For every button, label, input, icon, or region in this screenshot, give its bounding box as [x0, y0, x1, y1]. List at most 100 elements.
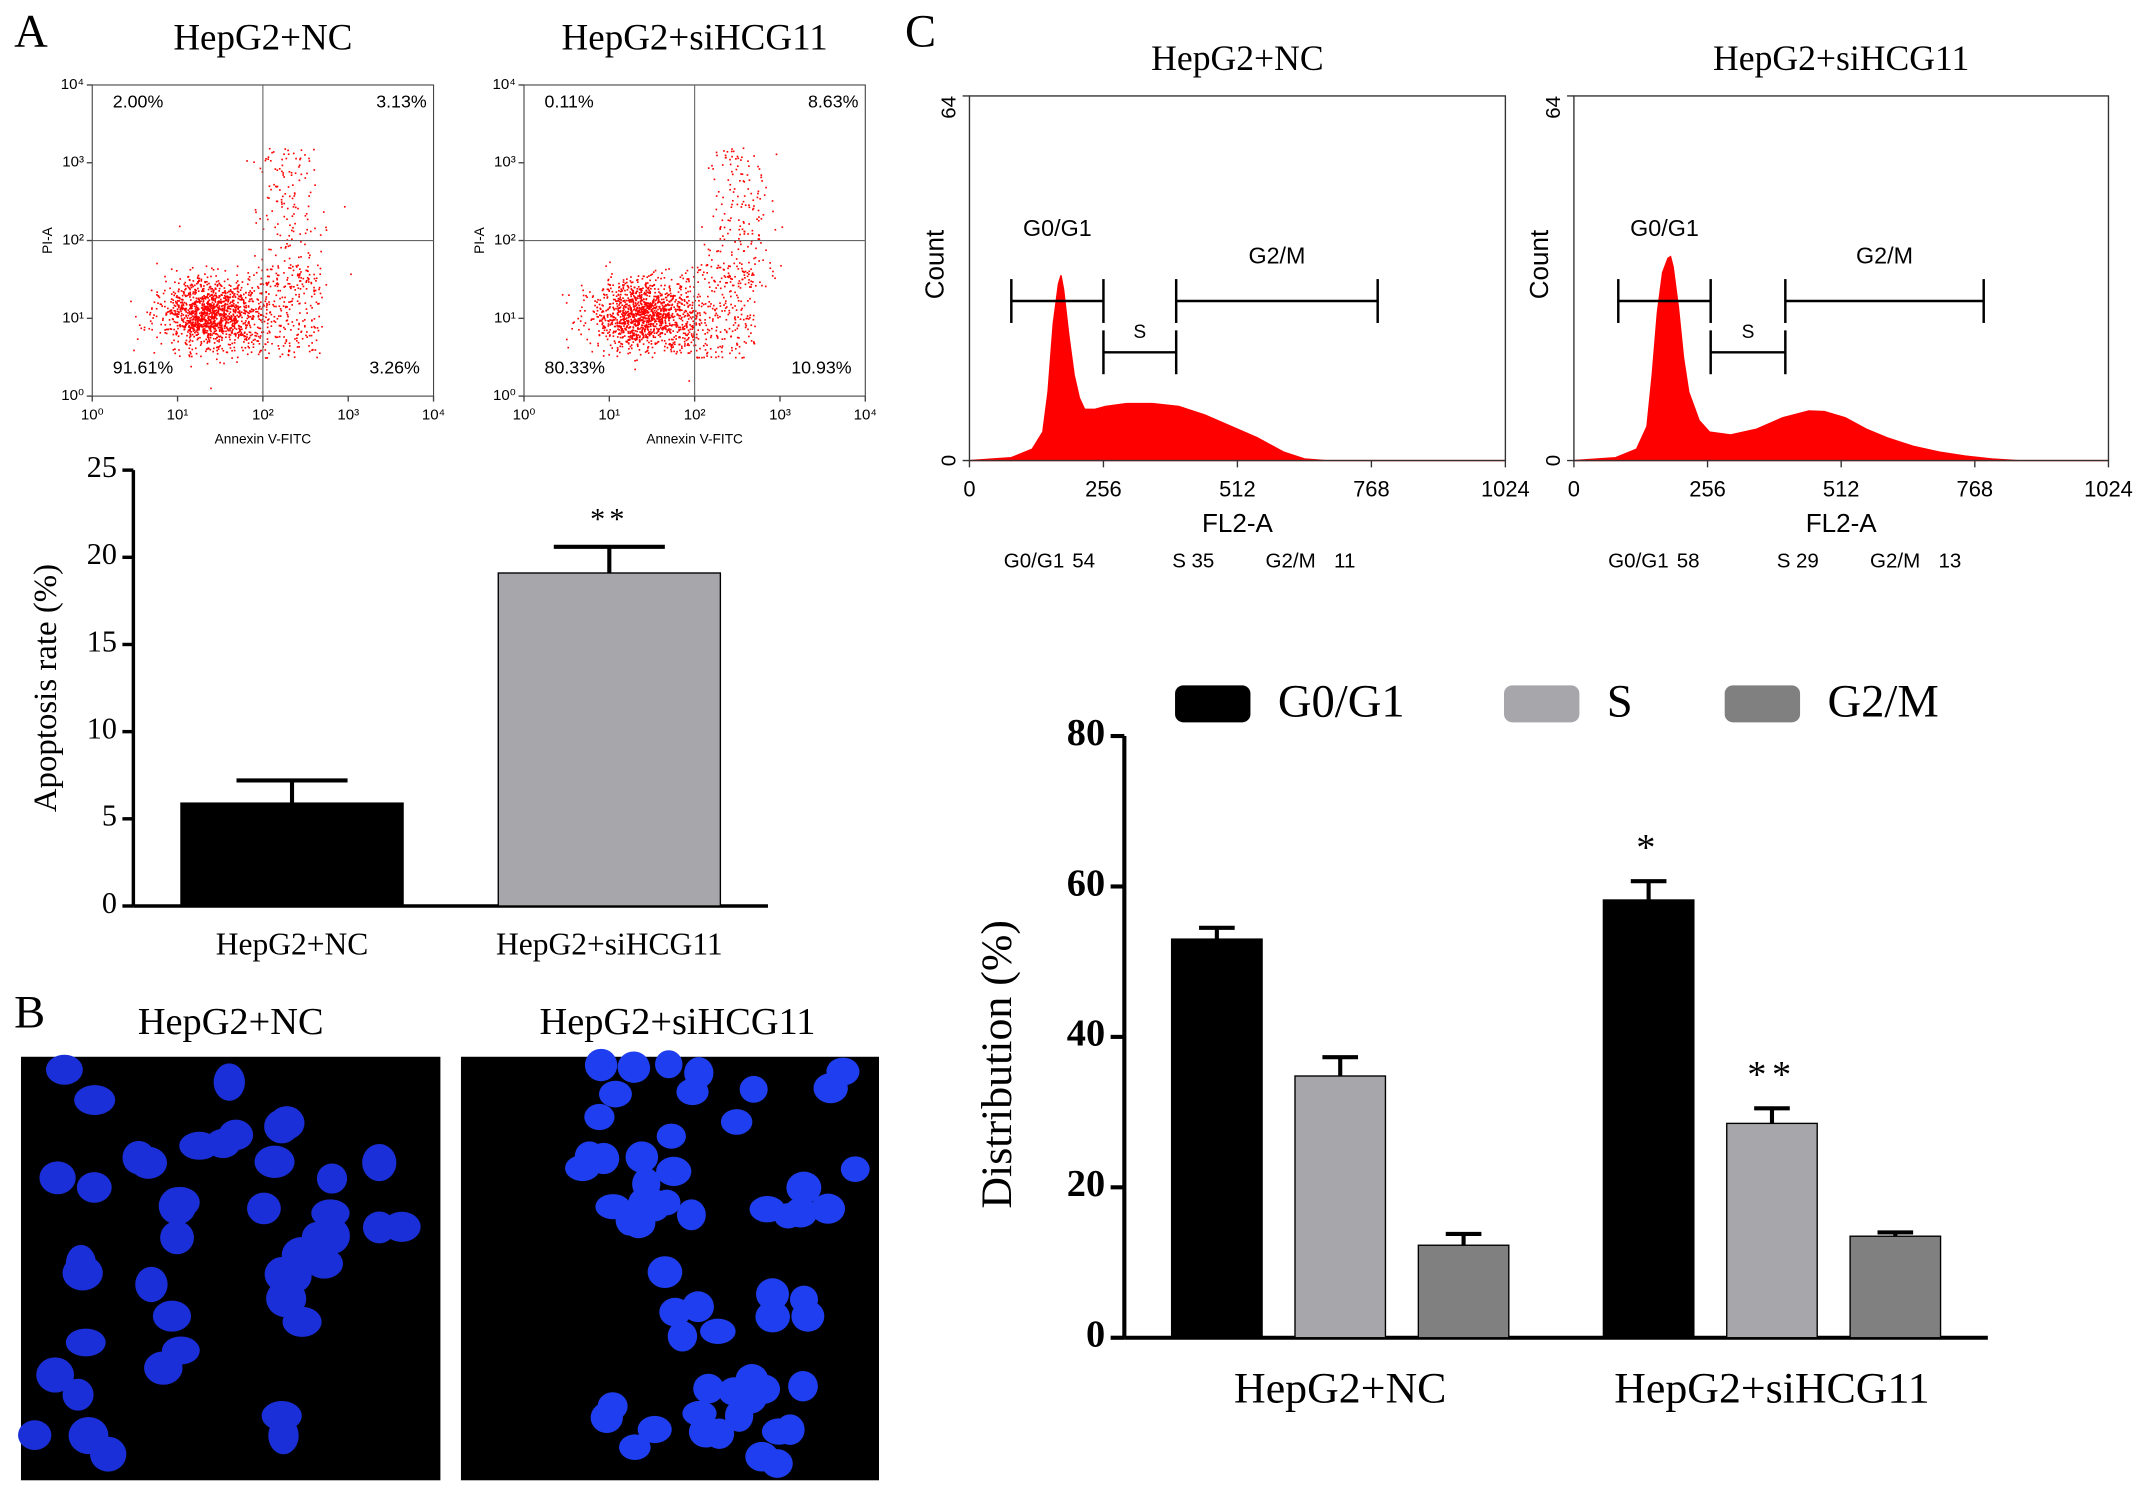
event-dot	[230, 290, 232, 292]
event-dot	[206, 330, 209, 332]
event-dot	[676, 283, 679, 285]
event-dot	[730, 206, 733, 209]
event-dot	[670, 343, 673, 346]
event-dot	[588, 328, 590, 331]
event-dot	[207, 347, 210, 349]
event-dot	[195, 323, 198, 325]
event-dot	[313, 277, 316, 280]
event-dot	[315, 301, 318, 304]
event-dot	[285, 320, 288, 322]
event-dot	[686, 322, 688, 325]
event-dot	[637, 311, 639, 313]
event-dot	[737, 268, 740, 270]
event-dot	[695, 324, 698, 326]
event-dot	[228, 317, 231, 319]
event-dot	[754, 256, 757, 259]
event-dot	[600, 314, 603, 317]
event-dot	[230, 320, 233, 322]
event-dot	[225, 351, 228, 354]
x-tick-label: 768	[1957, 476, 1994, 501]
event-dot	[664, 284, 666, 287]
event-dot	[693, 286, 695, 288]
event-dot	[627, 285, 630, 288]
event-dot	[738, 345, 741, 348]
event-dot	[617, 297, 620, 300]
event-dot	[221, 300, 223, 303]
nucleus	[65, 1244, 97, 1283]
event-dot	[318, 302, 320, 305]
event-dot	[646, 326, 649, 329]
event-dot	[280, 309, 283, 312]
y-tick-label: 64	[1542, 96, 1565, 119]
event-dot	[708, 281, 710, 284]
event-dot	[618, 329, 620, 331]
event-dot	[253, 161, 255, 164]
event-dot	[727, 313, 730, 316]
event-dot	[607, 283, 610, 286]
event-dot	[310, 281, 313, 284]
event-dot	[635, 290, 638, 293]
x-tick-label: 256	[1689, 476, 1726, 501]
event-dot	[230, 316, 233, 318]
event-dot	[608, 307, 611, 309]
event-dot	[634, 302, 637, 304]
event-dot	[756, 218, 758, 221]
event-dot	[643, 301, 646, 304]
event-dot	[746, 315, 749, 317]
event-dot	[277, 283, 280, 286]
event-dot	[640, 306, 643, 309]
quadrant-label: 8.63%	[808, 92, 859, 112]
event-dot	[751, 208, 754, 211]
event-dot	[679, 276, 682, 278]
event-dot	[288, 195, 291, 198]
event-dot	[244, 335, 247, 338]
event-dot	[212, 304, 214, 307]
event-dot	[215, 332, 218, 335]
event-dot	[717, 355, 720, 358]
event-dot	[749, 316, 751, 319]
event-dot	[643, 328, 646, 331]
event-dot	[248, 322, 250, 325]
event-dot	[233, 324, 236, 326]
event-dot	[628, 304, 631, 307]
event-dot	[640, 326, 643, 329]
event-dot	[257, 266, 260, 269]
event-dot	[197, 328, 200, 331]
event-dot	[218, 330, 221, 333]
event-dot	[609, 344, 612, 347]
event-dot	[741, 203, 744, 206]
event-dot	[299, 157, 302, 160]
event-dot	[292, 226, 294, 229]
event-dot	[642, 311, 644, 313]
stat-value: 58	[1677, 549, 1700, 572]
event-dot	[195, 289, 197, 292]
event-dot	[247, 316, 250, 319]
quadrant-label: 91.61%	[113, 357, 174, 377]
nucleus	[588, 1142, 620, 1175]
event-dot	[623, 321, 626, 324]
event-dot	[203, 331, 206, 334]
event-dot	[719, 227, 722, 229]
event-dot	[268, 197, 270, 199]
event-dot	[305, 279, 308, 282]
event-dot	[298, 166, 300, 168]
event-dot	[203, 340, 205, 343]
event-dot	[319, 292, 322, 295]
nucleus	[761, 1418, 797, 1445]
event-dot	[180, 315, 183, 317]
y-tick-label: 80	[1067, 712, 1105, 754]
event-dot	[258, 312, 260, 315]
event-dot	[189, 307, 191, 310]
event-dot	[264, 159, 267, 162]
event-dot	[198, 325, 201, 328]
event-dot	[190, 316, 193, 319]
event-dot	[617, 309, 619, 311]
event-dot	[261, 314, 263, 316]
event-dot	[629, 351, 631, 354]
event-dot	[685, 296, 688, 298]
event-dot	[686, 278, 689, 280]
event-dot	[685, 310, 688, 313]
event-dot	[614, 317, 617, 319]
event-dot	[639, 295, 642, 297]
event-dot	[176, 315, 178, 317]
